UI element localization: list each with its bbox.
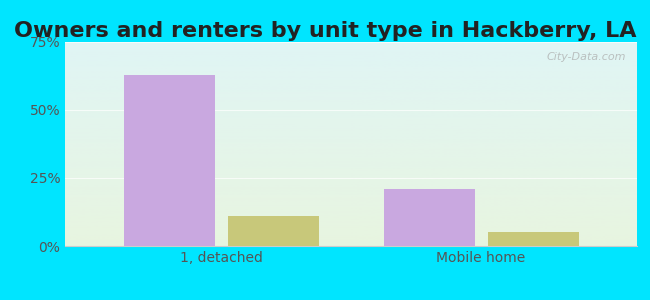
Bar — [124, 75, 214, 246]
Bar — [227, 216, 318, 246]
Text: Owners and renters by unit type in Hackberry, LA: Owners and renters by unit type in Hackb… — [14, 21, 636, 41]
Text: City-Data.com: City-Data.com — [546, 52, 625, 62]
Bar — [488, 232, 578, 246]
Bar — [384, 189, 474, 246]
